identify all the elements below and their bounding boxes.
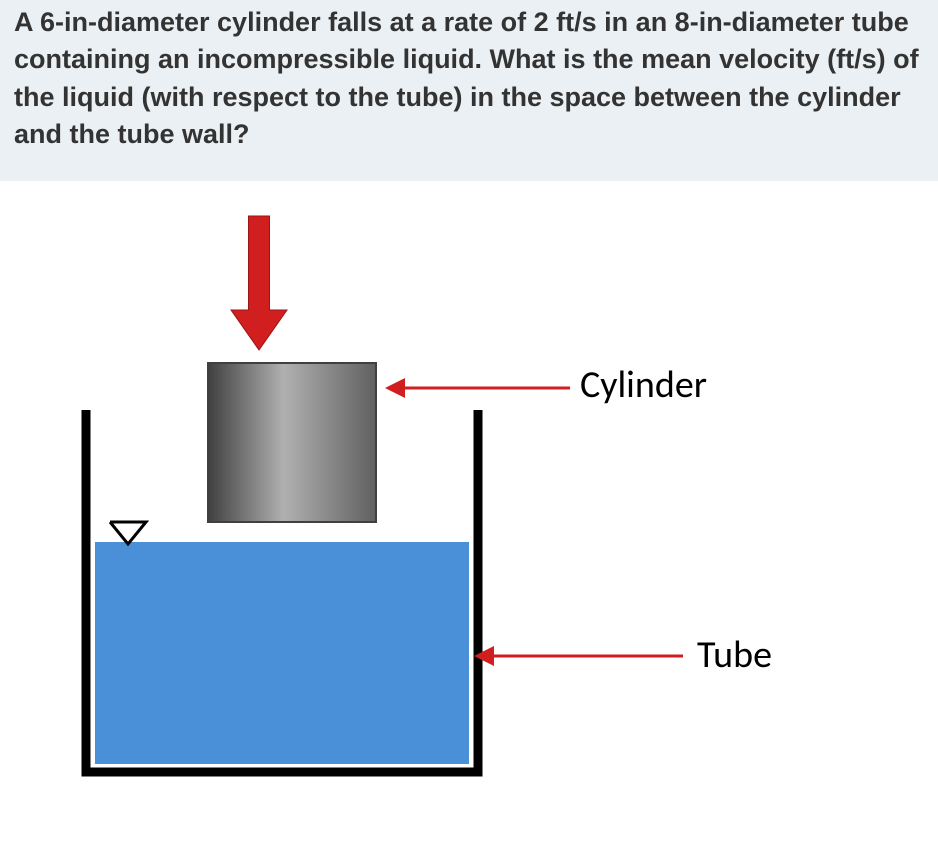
- question-text: A 6-in-diameter cylinder falls at a rate…: [14, 4, 924, 153]
- liquid-fill: [95, 542, 469, 764]
- question-block: A 6-in-diameter cylinder falls at a rate…: [0, 0, 938, 181]
- cylinder-label: Cylinder: [580, 362, 707, 408]
- diagram-area: Cylinder Tube: [0, 181, 938, 831]
- liquid-surface-marker: [110, 522, 146, 544]
- diagram-svg: [0, 181, 938, 841]
- down-arrow-icon: [231, 216, 287, 350]
- cylinder-pointer-arrowhead-icon: [385, 378, 405, 398]
- tube-label: Tube: [697, 632, 772, 678]
- cylinder-body: [208, 363, 376, 522]
